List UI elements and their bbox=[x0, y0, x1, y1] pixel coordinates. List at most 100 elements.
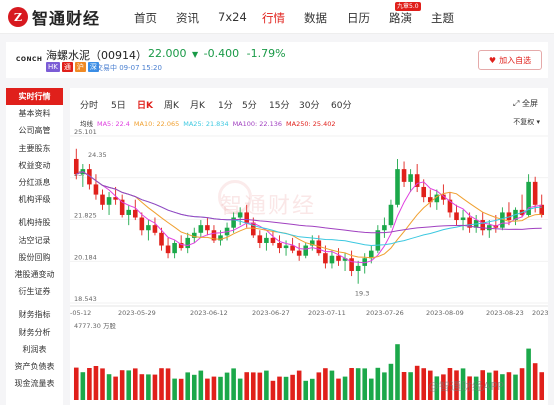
period-tab-0[interactable]: 分时 bbox=[80, 101, 99, 111]
trading-status: 交易中 09-07 15:20 bbox=[96, 64, 162, 72]
volume-bar bbox=[218, 376, 223, 400]
y-tick-label: 25.101 bbox=[74, 128, 97, 136]
volume-bar bbox=[519, 368, 525, 400]
sidebar-item-11[interactable]: 衍生证券 bbox=[18, 287, 51, 297]
sidebar-item-4[interactable]: 权益变动 bbox=[18, 160, 51, 170]
period-tab-8[interactable]: 30分 bbox=[299, 101, 320, 111]
nav-item-3[interactable]: 行情 bbox=[262, 11, 285, 25]
nav-item-0[interactable]: 首页 bbox=[134, 11, 157, 25]
market-tag: 通 bbox=[61, 62, 73, 72]
ma5-line bbox=[76, 171, 542, 264]
volume-bar bbox=[244, 372, 250, 400]
sidebar-item-1[interactable]: 基本资料 bbox=[18, 109, 51, 119]
nav-item-7[interactable]: 主题 bbox=[431, 11, 454, 25]
volume-bar bbox=[303, 380, 309, 400]
sidebar-item-5[interactable]: 分红派息 bbox=[18, 178, 51, 188]
volume-bar bbox=[382, 372, 387, 400]
candle-body bbox=[539, 204, 545, 215]
stock-price-row: 22.000 ▼ -0.400 -1.79% bbox=[148, 47, 286, 60]
sidebar-item-10[interactable]: 港股通变动 bbox=[14, 269, 55, 279]
candle-body bbox=[119, 199, 125, 215]
candle-body bbox=[362, 258, 368, 266]
volume-bar bbox=[368, 378, 374, 400]
period-tab-9[interactable]: 60分 bbox=[331, 101, 352, 111]
candle-body bbox=[414, 174, 420, 187]
candle-body bbox=[401, 169, 407, 182]
volume-bar bbox=[493, 370, 499, 400]
volume-bar bbox=[185, 372, 191, 400]
sidebar-item-14[interactable]: 利润表 bbox=[22, 344, 47, 354]
volume-bar bbox=[355, 368, 361, 400]
ma-item-4: MA250: 25.402 bbox=[286, 120, 336, 128]
kline-chart[interactable]: 25.101 23. 21.825 20.184 18.543 24.35 19.3 -05-… bbox=[70, 88, 548, 405]
period-tab-4[interactable]: 月K bbox=[190, 101, 205, 111]
candle-body bbox=[257, 235, 263, 243]
sidebar-item-3[interactable]: 主要股东 bbox=[18, 143, 51, 153]
volume-bar bbox=[329, 370, 335, 400]
candle-body bbox=[106, 197, 112, 205]
period-tab-5[interactable]: 1分 bbox=[218, 101, 233, 111]
volume-bar bbox=[191, 374, 197, 400]
sidebar-item-2[interactable]: 公司高管 bbox=[18, 126, 51, 136]
sidebar-item-16[interactable]: 现金流量表 bbox=[14, 379, 55, 389]
adjust-select[interactable]: 不复权 ▾ bbox=[513, 117, 540, 127]
volume-label: 4777.30 万股 bbox=[74, 322, 116, 330]
volume-bar bbox=[172, 378, 177, 400]
price-change: -0.400 bbox=[203, 47, 240, 60]
sidebar-menu: 实时行情基本资料公司高管主要股东权益变动分红派息机构评级机构持股沽空记录股份回购… bbox=[6, 88, 63, 405]
nav-item-2[interactable]: 7x24 bbox=[218, 10, 247, 24]
candle-body bbox=[100, 194, 105, 205]
sidebar-item-9[interactable]: 股份回购 bbox=[18, 252, 51, 262]
volume-bar bbox=[106, 374, 112, 400]
candle-body bbox=[231, 217, 236, 228]
sidebar-item-0[interactable]: 实时行情 bbox=[6, 88, 63, 106]
candle-body bbox=[93, 184, 99, 195]
nav-item-6[interactable]: 路演 bbox=[389, 11, 412, 25]
sidebar-item-6[interactable]: 机构评级 bbox=[18, 195, 51, 205]
candle-body bbox=[205, 225, 210, 231]
x-tick-label: 2023-08-23 bbox=[486, 309, 524, 317]
volume-bar bbox=[126, 370, 132, 400]
x-tick-label: -05-12 bbox=[70, 309, 91, 317]
nav-item-4[interactable]: 数据 bbox=[304, 11, 327, 25]
y-tick-label: 20.184 bbox=[74, 253, 97, 261]
watermark-logo bbox=[218, 180, 252, 214]
volume-bar bbox=[539, 372, 545, 400]
add-watchlist-label: 加入自选 bbox=[499, 55, 532, 65]
period-tab-3[interactable]: 周K bbox=[164, 101, 179, 111]
nav-item-5[interactable]: 日历 bbox=[347, 11, 370, 25]
chart-watermark: 智通财经 bbox=[220, 194, 317, 219]
x-tick-label: 2023-0 bbox=[532, 309, 548, 317]
period-tab-2[interactable]: 日K bbox=[137, 101, 153, 111]
sidebar-item-7[interactable]: 机构持股 bbox=[18, 218, 51, 228]
volume-bar bbox=[211, 376, 217, 400]
candle-body bbox=[382, 225, 387, 231]
sidebar-item-12[interactable]: 财务指标 bbox=[18, 310, 51, 320]
volume-bar bbox=[73, 367, 79, 400]
candle-body bbox=[441, 194, 446, 200]
add-watchlist-button[interactable]: ♥ 加入自选 bbox=[478, 50, 542, 70]
volume-bar bbox=[165, 368, 171, 400]
ma-item-0: MA5: 22.4 bbox=[97, 120, 130, 128]
period-tab-6[interactable]: 5分 bbox=[242, 101, 257, 111]
sidebar-item-15[interactable]: 资产负债表 bbox=[14, 361, 55, 371]
max-price-label: 24.35 bbox=[88, 151, 107, 159]
period-tab-1[interactable]: 5日 bbox=[111, 101, 126, 111]
nav-item-1[interactable]: 资讯 bbox=[176, 11, 199, 25]
candle-body bbox=[467, 217, 472, 228]
candle-body bbox=[218, 235, 223, 241]
candle-body bbox=[486, 225, 492, 231]
fullscreen-button[interactable]: ⤢ 全屏 bbox=[513, 98, 538, 109]
sidebar-item-13[interactable]: 财务分析 bbox=[18, 327, 51, 337]
period-tab-7[interactable]: 15分 bbox=[269, 101, 290, 111]
volume-bar bbox=[113, 376, 118, 400]
x-tick-label: 2023-05-29 bbox=[118, 309, 156, 317]
volume-bar bbox=[421, 368, 427, 400]
candle-body bbox=[198, 225, 204, 233]
company-logo: CONCH bbox=[16, 56, 43, 63]
market-tags: HK 通沪深 bbox=[46, 62, 99, 72]
sidebar-item-8[interactable]: 沽空记录 bbox=[18, 235, 51, 245]
volume-bar bbox=[139, 374, 145, 400]
candle-body bbox=[388, 204, 394, 226]
brand-logo[interactable]: Z 智通财经 bbox=[8, 6, 100, 28]
